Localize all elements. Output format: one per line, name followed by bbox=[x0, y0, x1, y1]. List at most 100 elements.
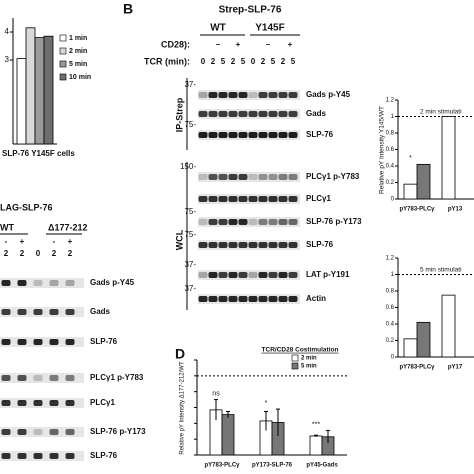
blot-band bbox=[248, 174, 258, 180]
section-label: WCL bbox=[174, 229, 184, 250]
y-tick-label: 0.2 bbox=[386, 338, 395, 344]
blot-band bbox=[268, 196, 278, 202]
blot-band bbox=[208, 242, 218, 248]
x-tick-label: pY783-PLCγ bbox=[399, 365, 435, 371]
row-label: SLP-76 p-Y173 bbox=[90, 427, 146, 436]
blot-band bbox=[288, 219, 298, 225]
y-tick-label: 0.4 bbox=[386, 322, 395, 328]
tcr-time: 0 bbox=[36, 249, 41, 258]
x-tick-label: pY45-Gads bbox=[306, 463, 338, 469]
blot-band bbox=[49, 309, 59, 315]
blot-band bbox=[33, 339, 43, 345]
y-tick-label: 0.4 bbox=[386, 164, 395, 170]
blot-band bbox=[49, 280, 59, 286]
blot-band bbox=[228, 174, 238, 180]
row-label: SLP-76 bbox=[90, 451, 118, 460]
blot-strip bbox=[198, 90, 300, 100]
blot-band bbox=[218, 196, 228, 202]
tcr-time: 2 bbox=[231, 57, 236, 66]
tcr-time: 2 bbox=[261, 57, 266, 66]
blot-band bbox=[268, 111, 278, 117]
blot-band bbox=[238, 219, 248, 225]
y-tick-label: 1 bbox=[391, 114, 395, 120]
blot-strip bbox=[198, 270, 300, 280]
row-label: Gads p-Y45 bbox=[90, 278, 135, 287]
blot-band bbox=[258, 196, 268, 202]
blot-band bbox=[278, 242, 288, 248]
mw-marker: 150- bbox=[180, 162, 196, 171]
chart-title: 5 min stimulati bbox=[420, 267, 462, 274]
blot-band bbox=[268, 242, 278, 248]
y-tick-label: 1.2 bbox=[386, 256, 395, 262]
blot-band bbox=[65, 429, 75, 435]
blot-band bbox=[268, 219, 278, 225]
x-tick-label: pY173-SLP-76 bbox=[252, 463, 293, 469]
blot-band bbox=[49, 339, 59, 345]
panel-title: Strep-SLP-76 bbox=[219, 5, 282, 16]
bar bbox=[34, 37, 45, 145]
blot-band bbox=[218, 272, 228, 278]
mw-marker: 37- bbox=[184, 80, 196, 89]
y-tick-label: 3 bbox=[5, 55, 10, 64]
blot-band bbox=[248, 242, 258, 248]
legend-swatch bbox=[59, 60, 67, 68]
blot-band bbox=[288, 111, 298, 117]
blot-band bbox=[208, 219, 218, 225]
section-label: IP-Strep bbox=[174, 97, 184, 132]
blot-band bbox=[65, 309, 75, 315]
blot-band bbox=[258, 242, 268, 248]
bar bbox=[25, 27, 36, 145]
bar bbox=[16, 58, 27, 145]
blot-band bbox=[1, 280, 11, 286]
blot-band bbox=[65, 375, 75, 381]
blot-band bbox=[1, 429, 11, 435]
blot-band bbox=[248, 92, 258, 98]
bar bbox=[403, 183, 418, 200]
legend-swatch bbox=[291, 362, 299, 370]
blot-band bbox=[238, 296, 248, 302]
blot-band bbox=[218, 174, 228, 180]
blot-band bbox=[1, 309, 11, 315]
y-tick-label: 0.2 bbox=[386, 180, 395, 186]
cd28-sign: + bbox=[288, 40, 293, 49]
bar bbox=[441, 294, 456, 358]
blot-band bbox=[288, 296, 298, 302]
bar bbox=[309, 435, 323, 456]
cd28-sign: + bbox=[20, 237, 25, 246]
blot-band bbox=[198, 92, 208, 98]
blot-band bbox=[49, 429, 59, 435]
blot-band bbox=[218, 219, 228, 225]
legend-label: 1 min bbox=[69, 35, 87, 42]
bar bbox=[221, 414, 235, 456]
row-label: SLP-76 p-Y173 bbox=[306, 217, 362, 226]
blot-band bbox=[1, 339, 11, 345]
bar bbox=[43, 35, 54, 145]
blot-band bbox=[268, 92, 278, 98]
tcr-time: 2 bbox=[20, 249, 25, 258]
blot-strip bbox=[198, 172, 300, 182]
blot-band bbox=[208, 296, 218, 302]
bar bbox=[416, 321, 431, 358]
blot-band bbox=[33, 400, 43, 406]
blot-band bbox=[33, 280, 43, 286]
row-label: PLCγ1 p-Y783 bbox=[90, 373, 144, 382]
row-label: SLP-76 bbox=[90, 337, 118, 346]
blot-band bbox=[258, 219, 268, 225]
blot-band bbox=[248, 132, 258, 138]
blot-band bbox=[208, 111, 218, 117]
blot-band bbox=[228, 196, 238, 202]
cd28-sign: - bbox=[53, 237, 56, 246]
row-label: SLP-76 bbox=[306, 240, 334, 249]
row-label: Gads bbox=[306, 109, 327, 118]
y-axis-label: Relative pY Intensity Δ177-212/WT bbox=[180, 361, 186, 455]
x-tick-label: pY783-PLCγ bbox=[399, 207, 435, 213]
panel-title: LAG-SLP-76 bbox=[0, 202, 53, 212]
group-label: Y145F bbox=[255, 23, 284, 34]
row-label: LAT p-Y191 bbox=[306, 270, 350, 279]
blot-band bbox=[288, 196, 298, 202]
blot-band bbox=[288, 242, 298, 248]
mw-marker: 75- bbox=[184, 230, 196, 239]
blot-band bbox=[258, 296, 268, 302]
y-axis-label: Relative pY Intensity Y145/WT bbox=[379, 106, 386, 194]
blot-band bbox=[198, 219, 208, 225]
